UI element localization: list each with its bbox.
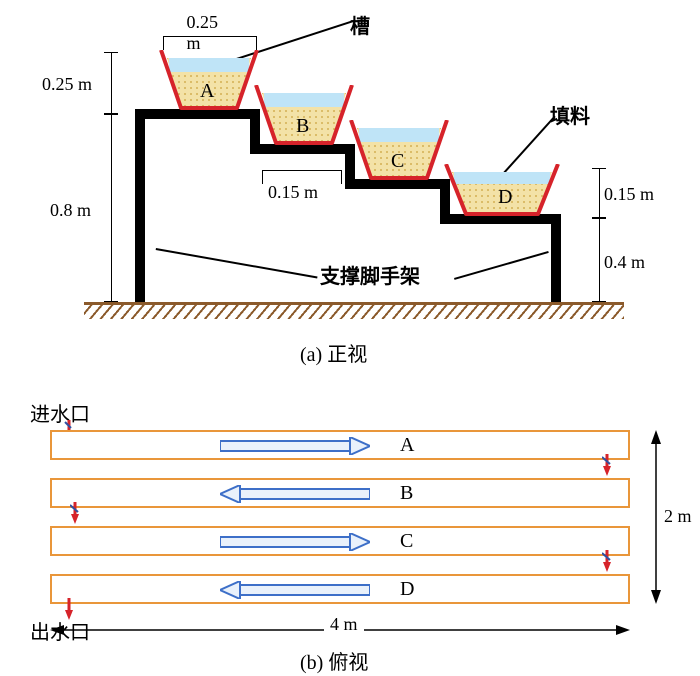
chan-letter-A: A — [400, 434, 414, 457]
flow-arrow-B — [220, 485, 370, 503]
drop-B-to-C — [70, 502, 80, 524]
drop-A-to-B — [602, 454, 612, 476]
flow-arrow-D — [220, 581, 370, 599]
trough-letter-A: A — [200, 80, 214, 103]
dim-2m-text: 2 m — [664, 506, 692, 527]
label-inlet: 进水口 — [30, 398, 90, 427]
caption-front: (a) 正视 — [300, 338, 367, 367]
dim-4m-text: 4 m — [324, 614, 364, 635]
trough-letter-C: C — [391, 150, 404, 173]
flow-arrow-A — [220, 437, 370, 455]
trough-letter-B: B — [296, 115, 309, 138]
chan-letter-C: C — [400, 530, 413, 553]
ground-line — [84, 302, 624, 319]
flow-arrow-C — [220, 533, 370, 551]
chan-letter-D: D — [400, 578, 414, 601]
label-scaffold: 支撑脚手架 — [320, 260, 420, 289]
trough-letter-D: D — [498, 186, 512, 209]
drop-C-to-D — [602, 550, 612, 572]
chan-letter-B: B — [400, 482, 413, 505]
caption-top: (b) 俯视 — [300, 646, 368, 675]
